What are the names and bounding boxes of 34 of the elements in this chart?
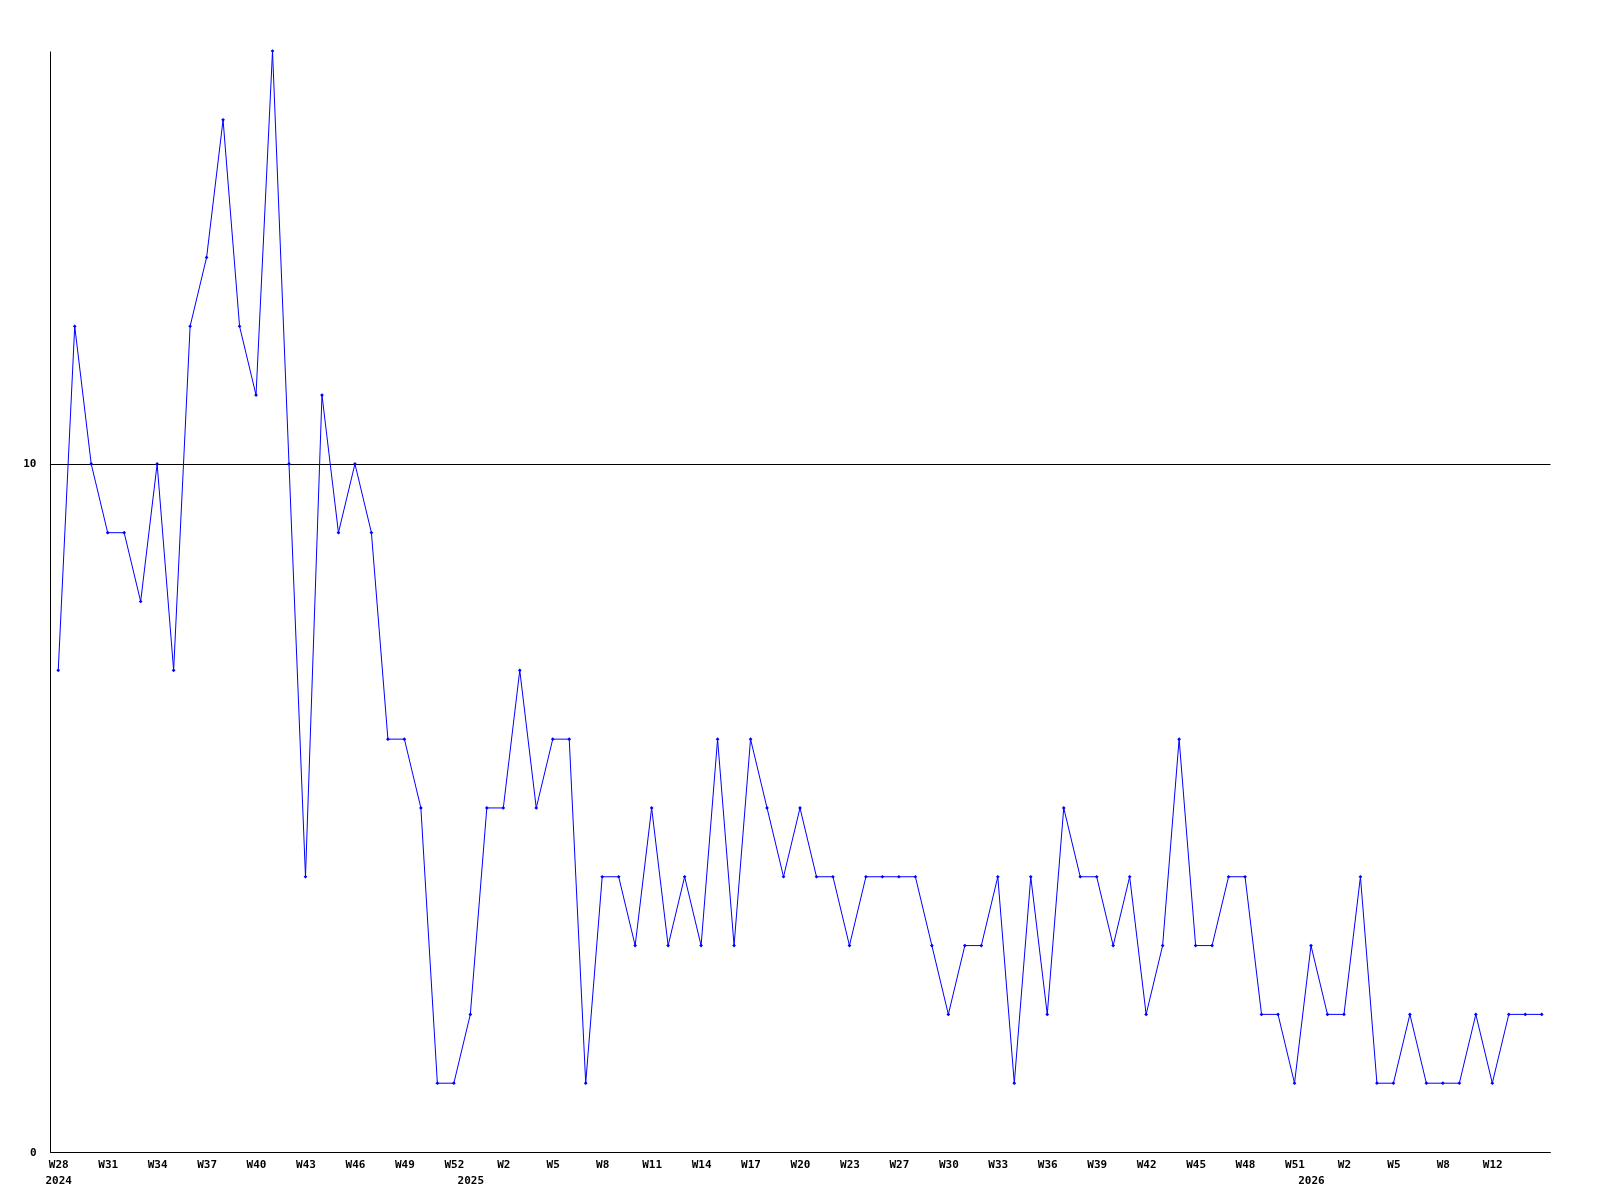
x-tick-label: W46 bbox=[345, 1157, 366, 1171]
x-tick-label: W45 bbox=[1186, 1157, 1207, 1171]
x-tick-label: W51 bbox=[1285, 1157, 1306, 1171]
x-tick-label: W28 2024 bbox=[45, 1157, 73, 1187]
x-tick-label: W39 bbox=[1087, 1157, 1108, 1171]
x-tick-label: W17 bbox=[741, 1157, 761, 1171]
x-tick-label: W40 bbox=[246, 1157, 267, 1171]
x-tick-label: 2025 bbox=[457, 1173, 485, 1187]
x-tick-label: W49 bbox=[394, 1157, 415, 1171]
x-tick-label: W27 bbox=[889, 1157, 910, 1171]
x-tick-label: W48 bbox=[1235, 1157, 1256, 1171]
x-tick-label: W33 bbox=[988, 1157, 1009, 1171]
x-tick-label: W20 bbox=[790, 1157, 811, 1171]
x-tick-label: W30 bbox=[938, 1157, 959, 1171]
x-tick-label: W14 bbox=[691, 1157, 712, 1171]
y-tick-label: 10 bbox=[23, 457, 37, 471]
x-tick-label: W34 bbox=[147, 1157, 168, 1171]
x-tick-label: W8 bbox=[1436, 1157, 1450, 1171]
x-tick-label: W2 bbox=[1337, 1157, 1352, 1171]
x-tick-label: W12 bbox=[1482, 1157, 1503, 1171]
x-tick-label: W23 bbox=[840, 1157, 860, 1171]
x-tick-label: W52 bbox=[444, 1157, 465, 1171]
x-tick-label: W43 bbox=[296, 1157, 316, 1171]
x-tick-label: W8 bbox=[596, 1157, 610, 1171]
x-tick-label: W31 bbox=[98, 1157, 119, 1171]
x-tick-label: 2026 bbox=[1298, 1173, 1326, 1187]
x-tick-label: W42 bbox=[1136, 1157, 1157, 1171]
x-tick-label: W2 bbox=[497, 1157, 511, 1171]
x-tick-label: W11 bbox=[642, 1157, 663, 1171]
y-tick-label: 0 bbox=[29, 1145, 37, 1159]
x-tick-label: W5 bbox=[1387, 1157, 1401, 1171]
x-tick-label: W36 bbox=[1037, 1157, 1059, 1171]
x-tick-label: W5 bbox=[546, 1157, 560, 1171]
x-tick-label: W37 bbox=[197, 1157, 218, 1171]
